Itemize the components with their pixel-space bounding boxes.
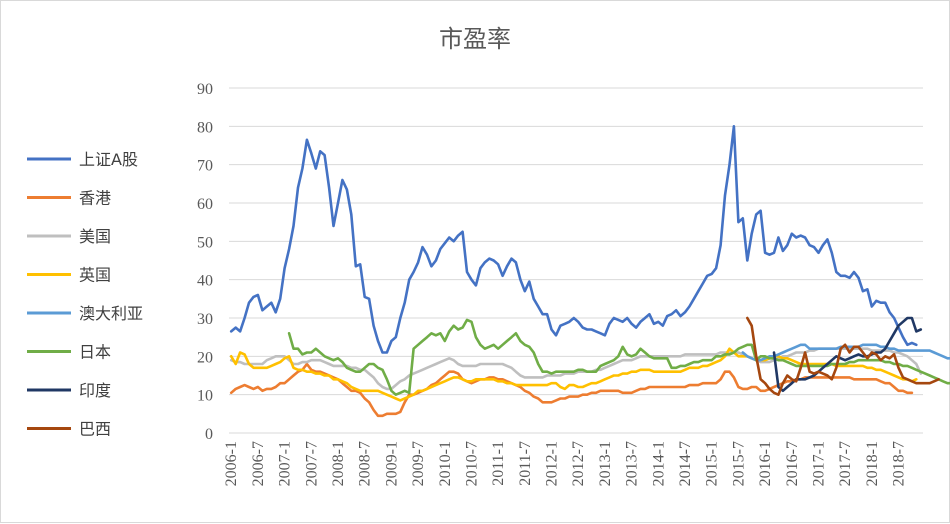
x-tick-label: 2013-1	[597, 441, 614, 486]
x-tick: 2011-1	[490, 441, 507, 486]
y-tick-label: 70	[197, 158, 213, 175]
series-line	[229, 125, 918, 354]
x-tick: 2007-7	[303, 441, 320, 486]
gridlines	[229, 87, 923, 434]
x-tick-label: 2008-1	[330, 441, 347, 486]
series-line	[745, 316, 940, 397]
legend-label: 上证A股	[79, 150, 138, 169]
x-tick: 2016-7	[784, 441, 801, 486]
x-tick: 2006-1	[223, 441, 240, 486]
y-tick-label: 60	[197, 196, 213, 213]
x-tick: 2016-1	[757, 441, 774, 486]
y-tick-label: 50	[197, 234, 213, 251]
x-tick-label: 2007-7	[303, 441, 320, 486]
series-line	[772, 316, 923, 393]
x-tick-label: 2013-7	[624, 441, 641, 486]
x-tick: 2015-7	[730, 441, 747, 486]
x-tick-label: 2009-7	[410, 441, 427, 486]
x-tick-label: 2017-1	[810, 441, 827, 486]
series-lines	[229, 125, 950, 418]
legend-label: 美国	[79, 227, 111, 246]
legend-label: 香港	[79, 189, 111, 208]
x-axis: 2006-1 2006-7 2007-1 2007-7 2008-1 2008-7 2009…	[223, 441, 907, 486]
y-tick-label: 80	[197, 119, 213, 136]
x-tick: 2009-1	[383, 441, 400, 486]
x-tick: 2010-7	[463, 441, 480, 486]
y-tick-label: 40	[197, 273, 213, 290]
x-tick: 2014-1	[650, 441, 667, 486]
x-tick: 2018-1	[864, 441, 881, 486]
legend-label: 澳大利亚	[79, 304, 143, 323]
x-tick: 2013-7	[624, 441, 641, 486]
chart-title: 市盈率	[439, 25, 511, 53]
x-tick-label: 2011-7	[517, 441, 534, 486]
x-tick: 2010-1	[437, 441, 454, 486]
x-tick-label: 2010-1	[437, 441, 454, 486]
y-tick-label: 90	[197, 81, 213, 98]
x-tick-label: 2016-7	[784, 441, 801, 486]
y-tick-label: 30	[197, 311, 213, 328]
x-tick: 2008-1	[330, 441, 347, 486]
x-tick: 2017-1	[810, 441, 827, 486]
x-tick-label: 2011-1	[490, 441, 507, 486]
x-tick: 2018-7	[891, 441, 908, 486]
x-tick: 2014-7	[677, 441, 694, 486]
x-tick-label: 2006-7	[250, 441, 267, 486]
y-tick-label: 10	[197, 388, 213, 405]
x-tick-label: 2012-1	[544, 441, 561, 486]
x-tick-label: 2006-1	[223, 441, 240, 486]
x-tick: 2009-7	[410, 441, 427, 486]
x-tick: 2015-1	[704, 441, 721, 486]
x-tick-label: 2009-1	[383, 441, 400, 486]
x-tick-label: 2008-7	[357, 441, 374, 486]
x-tick: 2012-7	[570, 441, 587, 486]
x-tick: 2013-1	[597, 441, 614, 486]
legend-label: 巴西	[79, 420, 111, 439]
x-tick-label: 2016-1	[757, 441, 774, 486]
x-tick-label: 2017-7	[837, 441, 854, 486]
x-tick: 2011-7	[517, 441, 534, 486]
x-tick: 2017-7	[837, 441, 854, 486]
y-axis: 0 10 20 30 40 50 60 70 80 90	[197, 81, 213, 443]
y-tick-label: 0	[205, 426, 213, 443]
x-tick-label: 2018-7	[891, 441, 908, 486]
y-tick-label: 20	[197, 349, 213, 366]
x-tick-label: 2007-1	[277, 441, 294, 486]
x-tick-label: 2012-7	[570, 441, 587, 486]
legend-label: 日本	[79, 343, 111, 362]
x-tick-label: 2010-7	[463, 441, 480, 486]
x-tick: 2008-7	[357, 441, 374, 486]
x-tick: 2012-1	[544, 441, 561, 486]
x-tick-label: 2018-1	[864, 441, 881, 486]
legend-label: 英国	[79, 266, 111, 285]
series-line	[229, 347, 923, 391]
x-tick-label: 2014-1	[650, 441, 667, 486]
x-tick: 2007-1	[277, 441, 294, 486]
x-tick: 2006-7	[250, 441, 267, 486]
legend-label: 印度	[79, 381, 111, 400]
x-tick-label: 2015-7	[730, 441, 747, 486]
x-tick-label: 2014-7	[677, 441, 694, 486]
series-line	[287, 318, 950, 397]
x-tick-label: 2015-1	[704, 441, 721, 486]
